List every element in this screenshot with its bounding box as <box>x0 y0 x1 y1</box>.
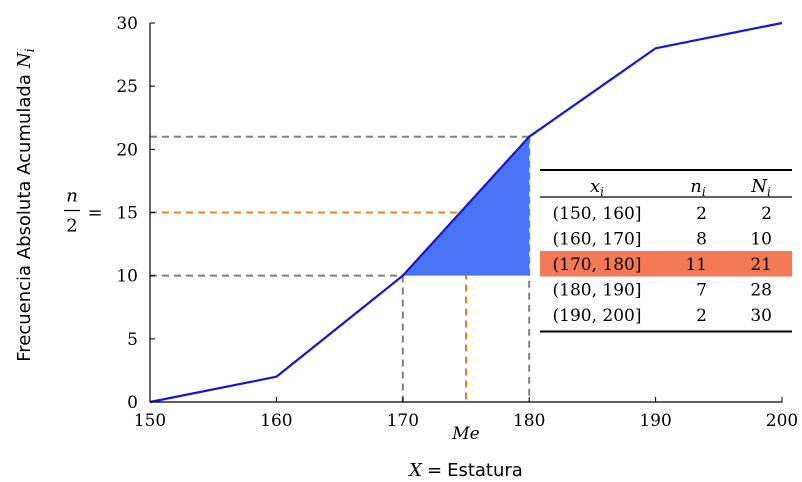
table-cell-interval: (180, 190] <box>553 281 642 301</box>
table-header-sub: i <box>702 185 706 199</box>
table-cell-Ni: 10 <box>750 230 772 250</box>
table-cell-interval: (150, 160] <box>553 204 642 224</box>
x-tick-label: 180 <box>513 411 545 431</box>
y-tick-label: 10 <box>116 267 138 287</box>
table-header-sub: i <box>600 185 604 199</box>
table-header-base: N <box>750 176 768 197</box>
median-label: Me <box>451 424 479 444</box>
frequency-table: xi ni Ni(150, 160] 2 2(160, 170] 8 10(170, 180… <box>540 168 792 334</box>
table-header: ni <box>690 176 706 199</box>
table-cell-Ni: 21 <box>750 255 772 275</box>
x-tick-label: 150 <box>134 411 166 431</box>
table-cell-interval: (170, 180] <box>553 255 642 275</box>
x-axis-variable: X <box>407 460 423 481</box>
x-tick-label: 160 <box>260 411 292 431</box>
half-n-denominator: 2 <box>66 216 77 237</box>
y-tick-label: 30 <box>116 14 138 34</box>
y-tick-label: 5 <box>127 330 138 350</box>
series-lines <box>149 21 783 404</box>
y-tick-label: 20 <box>116 140 138 160</box>
x-axis-text: Estatura <box>447 460 523 481</box>
x-axis-equals: = <box>427 460 442 481</box>
axes: 0 5 10 15 20 25 30 150 160 170 180 190 200 <box>116 14 798 431</box>
table-header: Ni <box>750 176 771 199</box>
x-tick-label: 200 <box>766 411 798 431</box>
half-n-numerator: n <box>66 186 78 207</box>
x-tick-label: 170 <box>387 411 419 431</box>
table-cell-ni: 2 <box>696 306 707 326</box>
table-cell-ni: 8 <box>696 230 707 250</box>
y-axis-text: Frecuencia Absoluta Acumulada <box>14 74 35 362</box>
table-cell-interval: (190, 200] <box>553 306 642 326</box>
y-tick-label: 15 <box>116 204 138 224</box>
x-axis-label: X = Estatura <box>407 460 523 481</box>
y-tick-label: 25 <box>116 77 138 97</box>
y-axis-subscript: i <box>23 48 38 52</box>
half-n-equals: = <box>87 203 102 224</box>
table-cell-ni: 2 <box>696 204 707 224</box>
table-cell-Ni: 2 <box>761 204 772 224</box>
table-row-highlight <box>540 251 792 277</box>
table-header-base: x <box>590 176 600 197</box>
y-tick-label: 0 <box>127 393 138 413</box>
table-cell-interval: (160, 170] <box>553 230 642 250</box>
table-header-base: n <box>690 176 702 197</box>
table-cell-Ni: 28 <box>750 281 772 301</box>
series-line <box>149 21 783 404</box>
y-axis-label: Frecuencia Absoluta Acumulada Ni <box>14 48 38 362</box>
x-tick-label: 190 <box>639 411 671 431</box>
y-axis-variable: N <box>14 51 35 69</box>
table-cell-Ni: 30 <box>750 306 772 326</box>
table-cell-ni: 11 <box>685 255 707 275</box>
table-header-sub: i <box>767 185 771 199</box>
table-header: xi <box>590 176 604 199</box>
table-cell-ni: 7 <box>696 281 707 301</box>
